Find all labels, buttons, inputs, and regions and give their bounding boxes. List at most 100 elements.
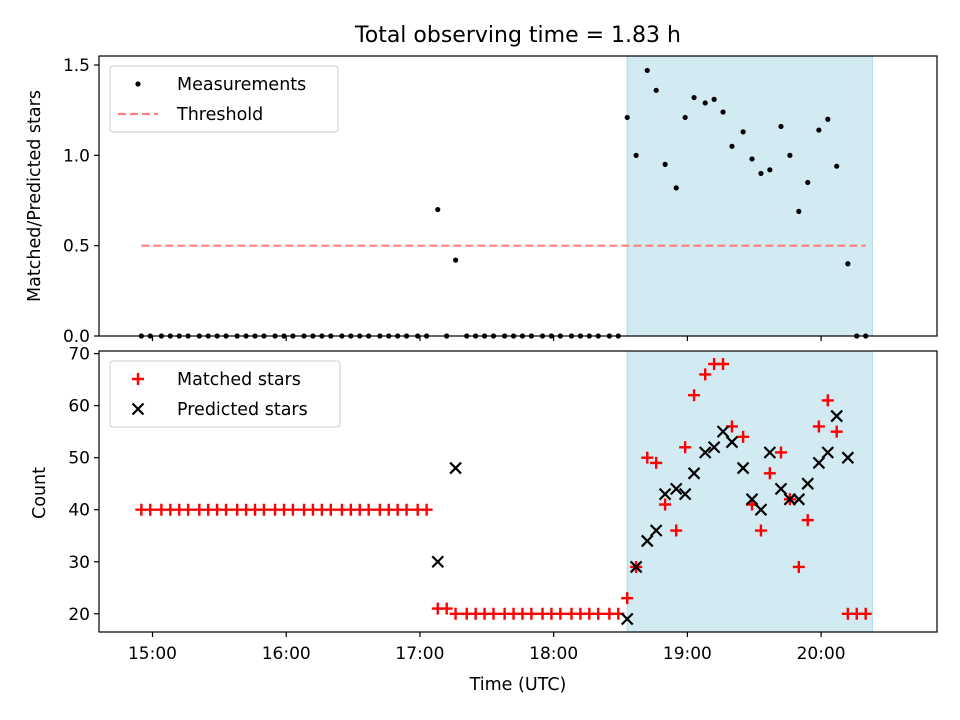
matched-star-point xyxy=(182,503,195,516)
predicted-star-point xyxy=(841,451,855,464)
measurement-point xyxy=(729,143,735,149)
predicted-star-point xyxy=(736,461,750,475)
matched-star-point xyxy=(821,394,834,407)
measurement-point xyxy=(662,161,668,167)
matched-star-point xyxy=(621,592,634,605)
predicted-star-point xyxy=(658,487,672,501)
plot-area: 20 30 40 50 60 70 15:00 16:00 17:00 18:00 19:00 20:… xyxy=(68,345,938,664)
measurement-point xyxy=(845,261,851,267)
legend-box xyxy=(109,65,339,133)
measurement-point xyxy=(787,152,793,158)
matched-star-point xyxy=(220,503,233,516)
measurement-point xyxy=(749,156,755,162)
measurement-point xyxy=(691,94,697,101)
plot-area: 0.0 0.5 1.0 1.5 Measurements Threshold xyxy=(63,55,938,347)
measurement-point xyxy=(825,116,831,122)
y-tick-label: 0.0 xyxy=(63,327,90,347)
measurement-point xyxy=(767,167,773,173)
matched-star-point xyxy=(641,451,654,464)
x-tick-label: 18:00 xyxy=(529,644,578,664)
matched-star-point xyxy=(763,467,776,480)
predicted-star-point xyxy=(640,534,654,548)
matched-star-point xyxy=(257,503,270,516)
y-tick-label: 1.5 xyxy=(63,56,90,76)
matched-star-point xyxy=(400,503,413,516)
predicted-star-point xyxy=(620,612,634,626)
predicted-star-point xyxy=(698,446,712,459)
measurement-point xyxy=(644,67,650,74)
predicted-star-point xyxy=(745,493,759,506)
legend-label: Threshold xyxy=(176,105,263,125)
predicted-star-point xyxy=(649,524,663,537)
x-tick-label: 20:00 xyxy=(797,644,846,664)
measurement-point xyxy=(834,163,840,169)
legend: Matched stars Predicted stars xyxy=(109,360,341,428)
matched-star-point xyxy=(487,607,500,620)
matched-star-point xyxy=(812,420,825,433)
predicted-star-point xyxy=(801,477,815,490)
x-axis-label: Time (UTC) xyxy=(469,675,567,695)
measurement-point xyxy=(452,257,459,263)
predicted-star-point xyxy=(678,487,692,501)
matched-star-point xyxy=(440,602,453,615)
predicted-star-point xyxy=(449,461,462,475)
y-tick-label: 40 xyxy=(68,501,90,521)
predicted-star-point xyxy=(687,467,701,480)
y-tick-label: 30 xyxy=(68,553,90,573)
measurement-point xyxy=(778,123,784,130)
measurement-point xyxy=(624,114,630,121)
matched-star-point xyxy=(449,607,462,620)
matched-star-point xyxy=(144,503,157,516)
y-tick-label: 1.0 xyxy=(63,146,90,166)
matched-star-point xyxy=(670,524,683,537)
measurement-point xyxy=(758,170,764,177)
predicted-star-point xyxy=(783,493,797,506)
matched-star-point xyxy=(324,503,337,516)
matched-star-point xyxy=(420,503,433,516)
measurement-point xyxy=(135,81,141,87)
predicted-star-point xyxy=(716,425,730,438)
legend-label: Matched stars xyxy=(177,370,301,390)
measurement-point xyxy=(702,100,708,106)
matched-star-point xyxy=(286,503,299,516)
predicted-star-point xyxy=(821,446,835,459)
matched-star-point xyxy=(859,607,872,620)
matched-star-point xyxy=(525,607,538,620)
y-tick-label: 60 xyxy=(68,397,90,417)
axes-frame xyxy=(98,350,938,633)
predicted-star-point xyxy=(830,409,843,423)
matched-star-point xyxy=(362,503,375,516)
predicted-star-point xyxy=(629,560,643,574)
y-tick-label: 50 xyxy=(68,449,90,469)
matched-star-point xyxy=(830,425,843,438)
y-tick-label: 20 xyxy=(68,605,90,625)
measurement-point xyxy=(633,152,639,158)
measurement-point xyxy=(720,109,726,115)
measurement-point xyxy=(805,179,811,186)
axes-frame xyxy=(98,55,938,337)
predicted-star-point xyxy=(131,402,145,416)
matched-star-point xyxy=(754,524,767,537)
predicted-star-point xyxy=(763,446,777,459)
x-tick-label: 17:00 xyxy=(395,644,444,664)
matched-star-point xyxy=(679,441,692,454)
y-tick-label: 0.5 xyxy=(63,237,90,257)
matched-star-point xyxy=(717,358,730,371)
chart-title: Total observing time = 1.83 h xyxy=(354,23,681,48)
matched-star-point xyxy=(801,514,814,527)
measurement-point xyxy=(816,127,822,133)
predicted-star-point xyxy=(725,435,739,449)
measurement-point xyxy=(682,114,688,121)
matched-star-point xyxy=(737,430,750,443)
predicted-star-point xyxy=(754,503,768,516)
measurement-point xyxy=(673,185,679,191)
matched-star-point xyxy=(132,373,144,385)
predicted-star-point xyxy=(792,493,806,506)
x-tick-label: 19:00 xyxy=(663,644,712,664)
matched-star-point xyxy=(688,389,701,402)
bottom-y-axis-label: Count xyxy=(30,467,50,519)
matched-star-point xyxy=(792,560,805,573)
predicted-star-point xyxy=(669,482,683,496)
top-panel: 0.0 0.5 1.0 1.5 Measurements Threshold Total … xyxy=(25,23,938,347)
